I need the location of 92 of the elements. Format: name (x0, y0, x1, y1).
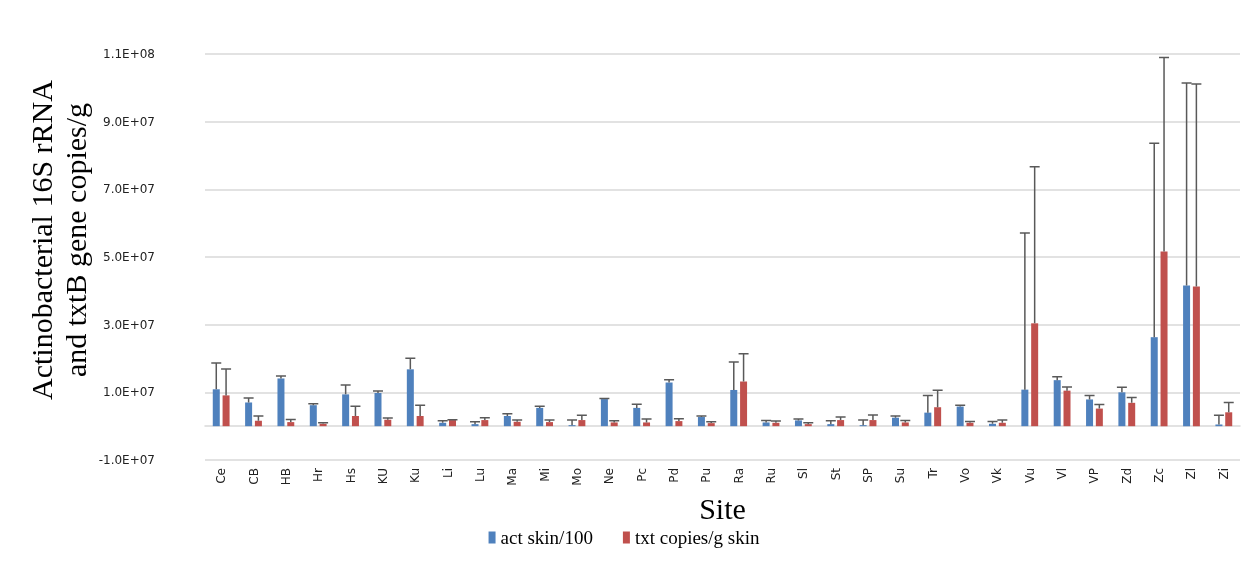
legend-label: act skin/100 (500, 527, 593, 548)
bar (212, 389, 220, 427)
x-tick-label: Su (893, 468, 908, 484)
bar (1183, 285, 1191, 427)
bar (1086, 399, 1094, 427)
bar (600, 399, 608, 427)
bar (536, 407, 544, 427)
x-tick-label: Mi (537, 468, 552, 482)
x-tick-label: Li (440, 468, 455, 479)
bar (643, 422, 651, 427)
y-tick-label: 9.0E+07 (103, 114, 155, 129)
x-tick-label: Ru (764, 468, 779, 484)
bar (697, 417, 705, 427)
x-tick-label: Pu (699, 468, 714, 483)
x-tick-label: Pc (634, 468, 649, 482)
bar (1150, 337, 1158, 427)
y-tick-label: -1.0E+07 (98, 453, 155, 467)
bar (1021, 389, 1029, 427)
x-tick-label: Zi (1216, 468, 1231, 480)
bar (665, 382, 673, 427)
x-tick-label: Mo (569, 468, 584, 486)
bar (222, 395, 230, 427)
x-tick-label: Ma (505, 468, 520, 486)
bar (448, 420, 456, 427)
bar (675, 421, 683, 427)
bar (1053, 380, 1061, 427)
x-tick-label: VP (1087, 468, 1102, 484)
bar (1225, 412, 1233, 427)
x-tick-label: HB (278, 468, 293, 486)
x-tick-label: St (828, 467, 843, 481)
y-tick-label: 3.0E+07 (103, 317, 155, 332)
bar (546, 422, 554, 427)
x-tick-label: Ce (214, 468, 229, 484)
bar (342, 394, 350, 427)
bar (309, 405, 317, 427)
bar (837, 420, 845, 427)
bar (924, 412, 932, 427)
bar (287, 422, 295, 427)
x-tick-label: Ra (731, 468, 746, 484)
y-axis-title: Actinobacterial 16S rRNA and txtB gene copies/g (25, 80, 92, 400)
y-tick-label: 5.0E+07 (103, 250, 155, 264)
x-tick-label: Zc (1152, 468, 1167, 483)
x-tick-label: Lu (472, 468, 487, 483)
x-axis-title: Site (699, 492, 746, 526)
x-tick-label: Sl (796, 468, 811, 479)
x-tick-label: Pd (666, 468, 681, 483)
bar (956, 406, 964, 427)
bar (891, 417, 899, 427)
bar (730, 389, 738, 427)
bar (1128, 402, 1136, 427)
bar (1095, 408, 1103, 427)
bar (384, 419, 392, 427)
bar (416, 416, 424, 427)
bar (277, 378, 285, 427)
x-tick-label: Hs (343, 468, 358, 484)
x-tick-label: Zd (1119, 468, 1134, 484)
bar (406, 369, 414, 427)
bar (481, 420, 489, 427)
bar (827, 424, 835, 427)
bar (578, 420, 586, 427)
x-tick-label: Vu (1022, 468, 1037, 483)
x-tick-label: Zl (1184, 468, 1199, 480)
x-tick-label: Vk (990, 467, 1005, 484)
bar (254, 420, 262, 427)
x-tick-label: Tr (925, 467, 940, 480)
bar (503, 416, 511, 427)
bar (351, 416, 359, 427)
bar (869, 420, 877, 427)
bar (1192, 286, 1200, 427)
x-tick-label: SP (861, 468, 876, 483)
bar (740, 381, 748, 427)
bar (374, 393, 382, 427)
x-tick-label: Ne (602, 468, 617, 485)
bar (934, 407, 942, 427)
bar (513, 421, 521, 427)
bar (1031, 323, 1039, 427)
x-tick-label: Vl (1055, 468, 1070, 480)
y-tick-label: 7.0E+07 (103, 182, 155, 197)
bar (794, 420, 802, 427)
bar (1160, 251, 1168, 427)
legend-label: txt copies/g skin (634, 527, 760, 548)
y-tick-label: 1.1E+08 (103, 47, 155, 61)
x-tick-label: Ku (408, 468, 423, 483)
x-tick-label: CB (246, 468, 261, 485)
x-tick-label: Hr (311, 467, 326, 482)
bar (1118, 392, 1126, 427)
x-tick-label: Vo (958, 468, 973, 483)
bar (245, 402, 253, 427)
y-tick-label: 1.0E+07 (103, 385, 155, 400)
bar (633, 407, 641, 427)
bar (1063, 390, 1071, 427)
x-tick-label: KU (375, 468, 390, 485)
